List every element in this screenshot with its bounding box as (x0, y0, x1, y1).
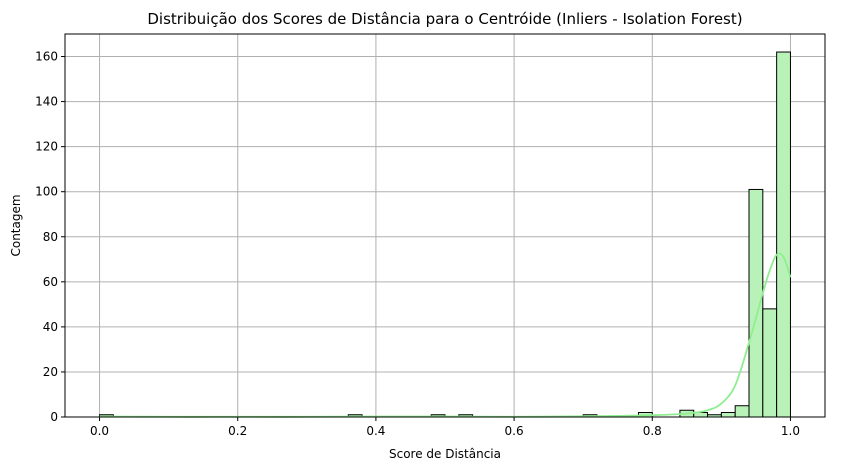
histogram-bar (720, 411, 736, 418)
x-tick-label: 0.0 (90, 424, 109, 438)
chart-title: Distribuição dos Scores de Distância par… (147, 10, 742, 28)
x-tick-label: 1.0 (781, 424, 800, 438)
y-tick-label: 120 (35, 140, 58, 154)
kde-curve (99, 252, 792, 418)
x-tick-label: 0.6 (505, 424, 524, 438)
x-tick-label: 0.4 (366, 424, 385, 438)
y-tick-label: 20 (43, 365, 58, 379)
x-tick-label: 0.2 (228, 424, 247, 438)
histogram-bar (776, 51, 791, 418)
y-tick-label: 60 (43, 275, 58, 289)
x-tick-label: 0.8 (643, 424, 662, 438)
y-tick-label: 140 (35, 95, 58, 109)
y-tick-label: 160 (35, 50, 58, 64)
grid-lines (65, 34, 825, 418)
y-tick-label: 80 (43, 230, 58, 244)
y-axis-label: Contagem (9, 194, 23, 256)
axis-ticks: 0.0 0.2 0.4 0.6 0.8 1.0 0 20 40 60 80 100 120 140 160 (35, 50, 800, 438)
y-tick-label: 40 (43, 320, 58, 334)
histogram-bar (762, 308, 778, 418)
kde-line (99, 252, 792, 418)
histogram-bars (99, 51, 791, 418)
histogram-bar (734, 405, 750, 418)
plot-frame (64, 33, 826, 418)
y-tick-label: 0 (50, 410, 58, 424)
y-tick-label: 100 (35, 185, 58, 199)
x-axis-label: Score de Distância (389, 447, 501, 461)
